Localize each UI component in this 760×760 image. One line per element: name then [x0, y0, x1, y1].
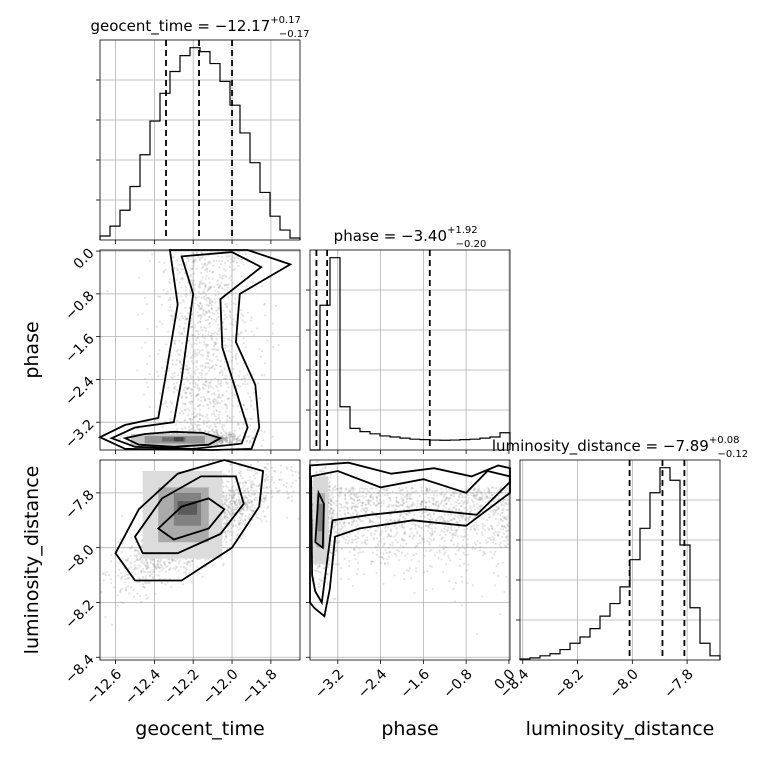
contour-phase-inner	[122, 430, 223, 448]
title-luminosity_distance: luminosity_distance = −7.89+0.08 −0.12	[492, 435, 748, 460]
y-tick-label-luminosity_distance-0: −7.8	[62, 487, 97, 522]
x-tick-label-geocent_time-0: −12.6	[83, 666, 125, 708]
x-tick-label-luminosity_distance-1: −8.2	[552, 666, 587, 701]
density-luminosity_distance-vs-geocent_time	[142, 470, 223, 559]
x-tick-label-luminosity_distance-3: −7.8	[661, 666, 696, 701]
contour-lum-phase-inner	[314, 489, 325, 550]
y-tick-label-phase-1: −0.8	[62, 288, 97, 323]
x-axis-label-luminosity_distance: luminosity_distance	[526, 718, 715, 740]
y-axis-label-luminosity_distance: luminosity_distance	[21, 466, 43, 655]
histogram-geocent_time	[99, 47, 301, 240]
y-tick-label-phase-3: −2.4	[62, 374, 97, 409]
x-tick-label-luminosity_distance-2: −8.0	[607, 666, 642, 701]
contour-phase-outer	[97, 249, 293, 451]
y-tick-label-luminosity_distance-1: −8.0	[62, 542, 97, 577]
contour-lum-geo-middle	[133, 475, 245, 555]
x-tick-label-phase-3: −0.8	[440, 666, 475, 701]
y-tick-label-phase-0: 0.0	[71, 245, 98, 272]
x-tick-label-geocent_time-2: −12.2	[161, 666, 203, 708]
contour-phase-middle	[109, 251, 263, 450]
x-axis-label-phase: phase	[381, 718, 438, 740]
x-tick-label-geocent_time-4: −11.8	[239, 666, 281, 708]
scatter-luminosity_distance-vs-phase	[310, 486, 510, 636]
title-phase: phase = −3.40+1.92 −0.20	[334, 225, 487, 250]
histogram-luminosity_distance	[519, 467, 721, 660]
contour-lum-phase-outer	[309, 461, 511, 618]
panel-frame-1-1	[309, 249, 511, 451]
title-geocent_time: geocent_time = −12.17+0.17 −0.17	[90, 15, 309, 40]
x-tick-label-phase-0: −3.2	[312, 666, 347, 701]
contour-lum-geo-inner	[156, 497, 226, 541]
y-axis-label-phase: phase	[21, 321, 43, 378]
contour-lum-geo-outer	[114, 459, 265, 582]
y-tick-label-luminosity_distance-3: −8.4	[62, 652, 97, 687]
x-tick-label-geocent_time-3: −12.0	[200, 666, 242, 708]
y-tick-label-phase-2: −1.6	[62, 331, 97, 366]
panel-frame-1-0	[99, 249, 301, 451]
y-tick-label-luminosity_distance-2: −8.2	[62, 597, 97, 632]
panel-frame-2-2	[519, 459, 721, 661]
x-axis-label-geocent_time: geocent_time	[135, 718, 264, 740]
panel-frame-0-0	[99, 39, 301, 241]
x-tick-label-phase-1: −2.4	[355, 666, 390, 701]
panel-frame-2-1	[309, 459, 511, 661]
panel-frame-2-0	[99, 459, 301, 661]
x-tick-label-phase-2: −1.6	[398, 666, 433, 701]
density-phase-vs-geocent_time	[131, 433, 213, 446]
y-tick-label-phase-4: −3.2	[62, 417, 97, 452]
x-tick-label-geocent_time-1: −12.4	[122, 666, 164, 708]
scatter-phase-vs-geocent_time	[106, 250, 280, 445]
histogram-phase	[310, 257, 511, 451]
density-luminosity_distance-vs-phase	[313, 476, 329, 565]
